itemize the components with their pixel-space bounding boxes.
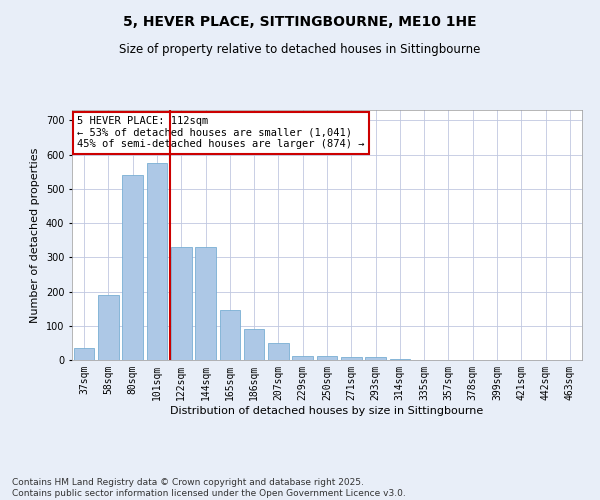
Bar [74,348,94,360]
Bar [171,247,191,360]
Bar [292,356,313,360]
Bar [317,356,337,360]
Bar [195,247,216,360]
Bar [146,163,167,360]
Bar [98,295,119,360]
Text: Contains HM Land Registry data © Crown copyright and database right 2025.
Contai: Contains HM Land Registry data © Crown c… [12,478,406,498]
Text: Size of property relative to detached houses in Sittingbourne: Size of property relative to detached ho… [119,42,481,56]
Text: 5 HEVER PLACE: 112sqm
← 53% of detached houses are smaller (1,041)
45% of semi-d: 5 HEVER PLACE: 112sqm ← 53% of detached … [77,116,365,150]
Bar [341,356,362,360]
Bar [268,343,289,360]
Bar [122,175,143,360]
Text: 5, HEVER PLACE, SITTINGBOURNE, ME10 1HE: 5, HEVER PLACE, SITTINGBOURNE, ME10 1HE [123,15,477,29]
Bar [365,358,386,360]
Y-axis label: Number of detached properties: Number of detached properties [31,148,40,322]
Bar [244,329,265,360]
Bar [220,310,240,360]
X-axis label: Distribution of detached houses by size in Sittingbourne: Distribution of detached houses by size … [170,406,484,415]
